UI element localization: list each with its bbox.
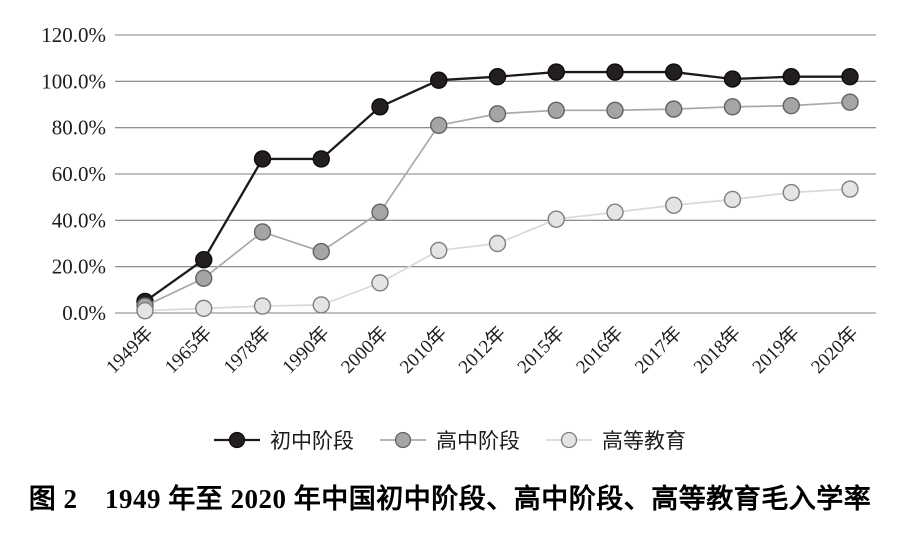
legend-item-higher-education: 高等教育 <box>546 425 686 455</box>
x-axis-tick-label: 2020年 <box>807 322 863 378</box>
legend-marker-junior-secondary <box>214 431 260 449</box>
y-axis-tick-label: 40.0% <box>52 208 106 232</box>
legend-item-junior-secondary: 初中阶段 <box>214 425 354 455</box>
data-point-senior-secondary-8 <box>606 101 624 119</box>
legend-marker-higher-education <box>546 431 592 449</box>
data-point-junior-secondary-8 <box>606 63 624 81</box>
data-point-senior-secondary-10 <box>723 98 742 116</box>
data-point-higher-education-3 <box>312 296 330 314</box>
data-point-junior-secondary-1 <box>195 251 213 269</box>
x-axis-tick-label: 1965年 <box>160 322 216 378</box>
x-axis-tick-label: 2015年 <box>513 322 569 378</box>
x-axis-tick-label: 2019年 <box>748 322 804 378</box>
y-axis-tick-label: 100.0% <box>41 69 106 93</box>
data-point-higher-education-8 <box>606 203 624 221</box>
chart-legend: 初中阶段 高中阶段 高等教育 <box>0 427 900 453</box>
x-axis-tick-label: 2016年 <box>572 322 628 378</box>
data-point-junior-secondary-3 <box>312 150 330 168</box>
x-axis-tick-label: 1949年 <box>102 322 158 378</box>
series-line-senior-secondary <box>144 101 851 307</box>
data-point-higher-education-9 <box>665 196 683 214</box>
x-axis-tick-label: 2017年 <box>630 322 686 378</box>
figure-caption: 图 2 1949 年至 2020 年中国初中阶段、高中阶段、高等教育毛入学率 <box>28 484 872 514</box>
data-point-higher-education-1 <box>195 299 213 318</box>
data-point-senior-secondary-2 <box>253 223 272 241</box>
legend-item-senior-secondary: 高中阶段 <box>380 425 520 455</box>
data-point-higher-education-6 <box>488 234 507 253</box>
data-point-junior-secondary-11 <box>782 67 800 86</box>
data-point-senior-secondary-11 <box>782 96 800 115</box>
y-axis-tick-label: 120.0% <box>41 23 106 47</box>
data-point-higher-education-12 <box>841 180 859 198</box>
data-point-higher-education-10 <box>723 190 742 209</box>
data-point-junior-secondary-2 <box>253 150 272 168</box>
data-point-senior-secondary-7 <box>547 101 565 119</box>
x-axis-tick-label: 2010年 <box>395 322 451 378</box>
legend-label-junior-secondary: 初中阶段 <box>270 429 354 453</box>
y-axis-tick-label: 80.0% <box>52 116 106 140</box>
data-point-higher-education-0 <box>136 301 154 320</box>
data-point-senior-secondary-6 <box>488 105 507 123</box>
legend-label-senior-secondary: 高中阶段 <box>436 429 520 453</box>
x-axis-tick-label: 1990年 <box>278 322 334 378</box>
data-point-higher-education-5 <box>430 241 448 260</box>
data-point-senior-secondary-4 <box>371 203 389 221</box>
x-axis-tick-label: 2000年 <box>337 322 393 378</box>
x-axis-tick-label: 2012年 <box>454 322 510 378</box>
data-point-junior-secondary-5 <box>430 71 448 89</box>
data-point-junior-secondary-12 <box>841 67 859 86</box>
data-point-junior-secondary-7 <box>547 63 565 81</box>
data-point-higher-education-4 <box>371 274 389 292</box>
y-axis-tick-label: 60.0% <box>52 162 106 186</box>
data-point-junior-secondary-4 <box>371 98 389 116</box>
data-point-higher-education-2 <box>253 297 272 315</box>
y-axis-tick-label: 20.0% <box>52 255 106 279</box>
data-point-senior-secondary-3 <box>312 242 330 261</box>
data-point-higher-education-7 <box>547 210 565 228</box>
enrollment-line-chart: 0.0% 20.0% 40.0% 60.0% 80.0% 100.0% 120.0% 1949… <box>41 23 876 378</box>
data-point-junior-secondary-10 <box>723 70 742 88</box>
data-point-senior-secondary-12 <box>841 93 859 111</box>
data-point-senior-secondary-5 <box>430 116 448 135</box>
data-point-higher-education-11 <box>782 183 800 202</box>
data-point-junior-secondary-6 <box>488 67 507 86</box>
data-point-senior-secondary-1 <box>195 269 213 287</box>
legend-label-higher-education: 高等教育 <box>602 429 686 453</box>
legend-marker-senior-secondary <box>380 431 426 449</box>
y-axis-tick-label: 0.0% <box>62 301 106 325</box>
data-point-junior-secondary-9 <box>665 63 683 81</box>
x-axis-tick-label: 1978年 <box>219 322 275 378</box>
x-axis-tick-label: 2018年 <box>689 322 745 378</box>
data-point-senior-secondary-9 <box>665 100 683 118</box>
